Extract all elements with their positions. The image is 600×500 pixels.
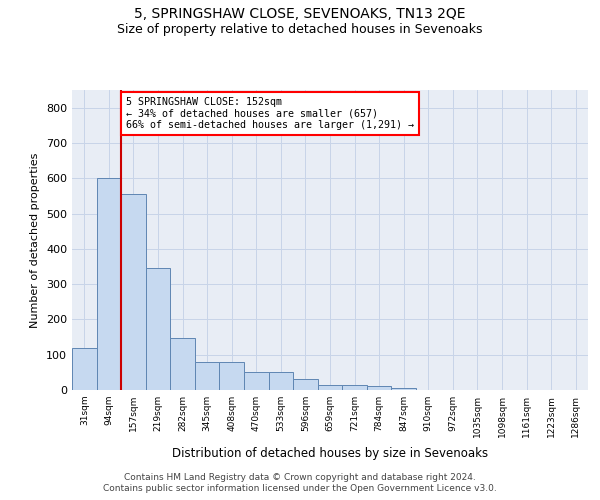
Bar: [269, 372, 293, 390]
Bar: [170, 338, 195, 390]
Bar: [244, 372, 269, 390]
Bar: [195, 362, 220, 390]
Text: 5, SPRINGSHAW CLOSE, SEVENOAKS, TN13 2QE: 5, SPRINGSHAW CLOSE, SEVENOAKS, TN13 2QE: [134, 8, 466, 22]
Text: Contains public sector information licensed under the Open Government Licence v3: Contains public sector information licen…: [103, 484, 497, 493]
Bar: [220, 362, 244, 390]
Y-axis label: Number of detached properties: Number of detached properties: [31, 152, 40, 328]
Bar: [342, 384, 367, 390]
Bar: [293, 380, 318, 390]
Text: Distribution of detached houses by size in Sevenoaks: Distribution of detached houses by size …: [172, 448, 488, 460]
Bar: [121, 194, 146, 390]
Bar: [318, 384, 342, 390]
Bar: [72, 348, 97, 390]
Bar: [97, 178, 121, 390]
Text: Size of property relative to detached houses in Sevenoaks: Size of property relative to detached ho…: [117, 22, 483, 36]
Bar: [367, 386, 391, 390]
Bar: [391, 388, 416, 390]
Text: Contains HM Land Registry data © Crown copyright and database right 2024.: Contains HM Land Registry data © Crown c…: [124, 472, 476, 482]
Text: 5 SPRINGSHAW CLOSE: 152sqm
← 34% of detached houses are smaller (657)
66% of sem: 5 SPRINGSHAW CLOSE: 152sqm ← 34% of deta…: [126, 97, 414, 130]
Bar: [146, 268, 170, 390]
